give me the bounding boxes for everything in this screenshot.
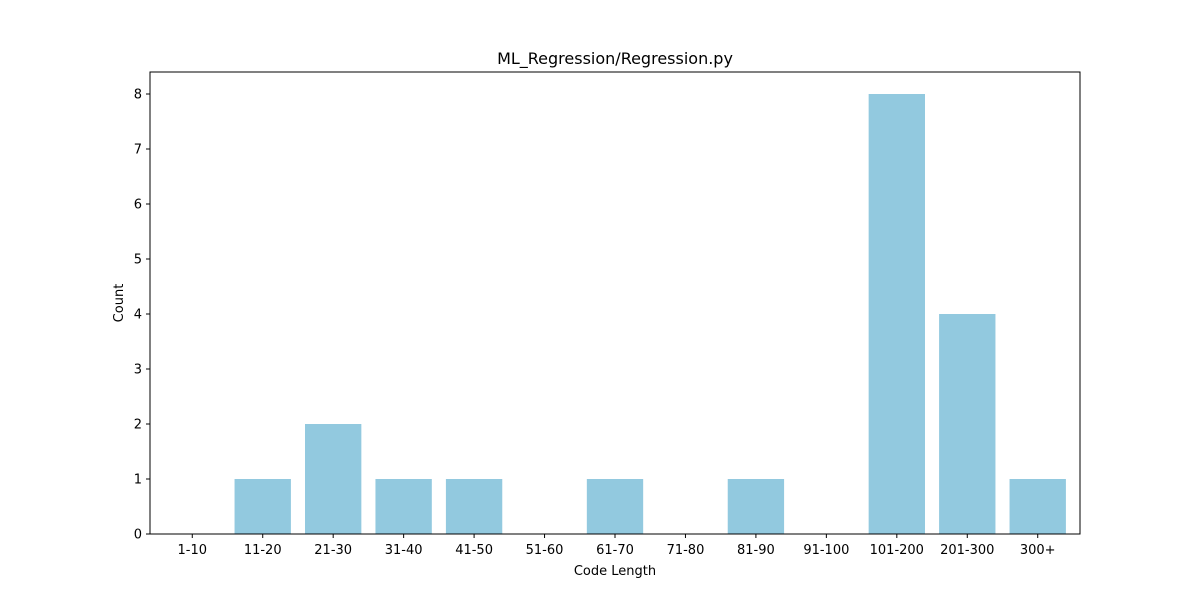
bar-81-90 [727,479,785,534]
x-tick-label: 300+ [1020,543,1056,558]
x-tick-label: 101-200 [870,543,924,558]
x-axis-label: Code Length [574,564,656,579]
y-tick-label: 0 [134,528,142,543]
y-tick-label: 8 [134,88,142,103]
y-tick-label: 2 [134,418,142,433]
x-tick-label: 41-50 [455,543,493,558]
y-tick-label: 6 [134,198,142,213]
x-tick-label: 81-90 [737,543,775,558]
x-tick-label: 61-70 [596,543,634,558]
x-tick-label: 51-60 [526,543,564,558]
bar-11-20 [234,479,291,534]
y-tick-label: 7 [134,143,142,158]
x-tick-label: 1-10 [178,543,208,558]
x-tick-label: 91-100 [803,543,849,558]
y-axis-label: Count [112,284,127,323]
bar-21-30 [305,424,362,534]
bars-layer [234,94,1066,534]
bar-101-200 [868,94,925,534]
x-axis-ticks: 1-10 11-20 21-30 31-40 41-50 51-60 61-70 71-80 8… [178,534,1056,558]
bar-300+ [1009,479,1066,534]
chart-title: ML_Regression/Regression.py [497,49,733,69]
bar-31-40 [375,479,432,534]
bar-61-70 [586,479,644,534]
y-tick-label: 4 [134,308,142,323]
x-tick-label: 11-20 [244,543,282,558]
x-tick-label: 21-30 [314,543,352,558]
x-tick-label: 201-300 [940,543,994,558]
bar-201-300 [939,314,996,534]
x-tick-label: 31-40 [385,543,423,558]
y-tick-label: 1 [134,473,142,488]
y-tick-label: 5 [134,253,142,268]
x-tick-label: 71-80 [667,543,705,558]
bar-41-50 [445,479,503,534]
y-axis-ticks: 0 1 2 3 4 5 6 7 8 [134,88,150,543]
y-tick-label: 3 [134,363,142,378]
